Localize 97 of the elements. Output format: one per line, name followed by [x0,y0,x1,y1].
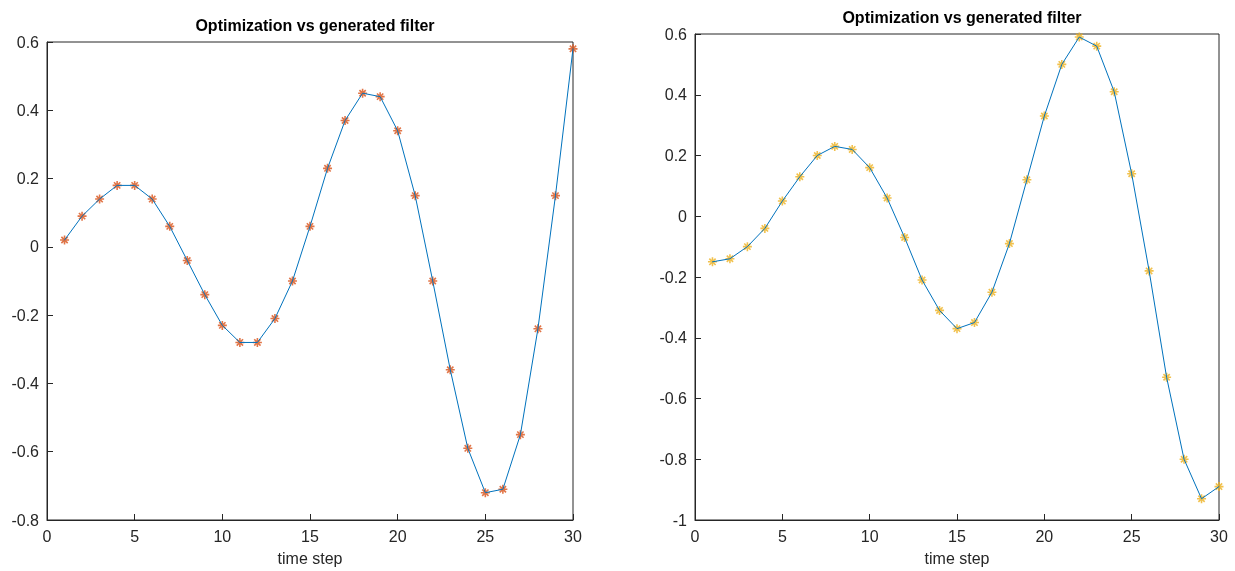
y-tick-label: -0.2 [11,306,40,324]
point [1213,481,1225,492]
point [94,193,105,205]
point [322,163,333,174]
chart-title: Optimization vs generated filter [842,8,1082,26]
x-axis-title: time step [277,549,343,567]
x-tick-label: 0 [42,527,52,545]
x-tick-label: 5 [777,527,787,545]
point [1056,59,1068,70]
point [287,275,298,287]
point [199,289,211,300]
point [707,256,718,268]
point [916,274,928,286]
point [59,234,70,246]
x-tick-label: 20 [1035,527,1054,545]
point [374,91,386,102]
x-tick-label: 20 [388,527,407,545]
point [181,255,193,266]
point [146,193,158,205]
x-tick-label: 10 [213,527,232,545]
y-tick-label: 0.4 [664,86,688,104]
point [1039,110,1050,122]
point [1004,238,1015,249]
point [759,223,771,234]
y-tick-label: -0.2 [659,268,688,286]
point [515,429,526,440]
y-tick-label: -0.6 [11,443,40,461]
x-tick-label: 5 [130,527,140,545]
y-tick-label: 0.6 [16,33,40,51]
point [777,195,788,207]
y-tick-label: -0.4 [659,329,688,347]
point [427,275,439,287]
y-tick-label: 0.4 [16,101,40,119]
y-tick-label: -0.6 [659,390,688,407]
point [1108,86,1120,98]
y-tick-label: 0.2 [664,147,688,164]
x-axis-title: time step [924,549,990,567]
y-tick-label: 0 [678,207,688,225]
point [1126,168,1137,180]
y-tick-label: 0.6 [664,25,688,43]
point [794,171,806,183]
point [986,286,998,298]
y-tick-label: -1 [672,511,688,529]
line-series [64,48,574,494]
point [357,87,368,99]
x-tick-label: 15 [301,527,319,545]
x-tick-label: 25 [476,527,495,545]
point [1091,40,1103,52]
point [1161,371,1172,383]
point [811,150,823,161]
point [217,320,228,331]
point [234,337,246,348]
point [444,364,456,376]
point [392,125,403,137]
point [899,232,910,243]
point [304,221,316,232]
point [951,323,963,334]
point [864,162,875,173]
point [567,43,579,55]
x-tick-label: 25 [1122,527,1141,545]
point [724,253,736,265]
point [969,317,980,328]
point [1143,265,1155,277]
y-tick-label: -0.8 [11,511,40,529]
point [409,190,421,201]
point [829,141,841,152]
point [129,180,140,191]
point [1073,31,1085,43]
point [252,337,263,348]
point [1021,174,1033,186]
x-tick-label: 10 [860,527,879,545]
y-tick-label: -0.4 [11,374,40,392]
point [269,313,281,324]
point [480,487,491,498]
point [532,323,544,335]
point [881,192,893,204]
point [164,221,176,232]
y-tick-label: 0.2 [16,170,40,188]
line-series [711,36,1220,500]
y-tick-label: 0 [30,238,40,256]
x-tick-label: 30 [564,527,582,545]
point [1178,453,1190,465]
point [846,144,858,155]
point [497,483,509,495]
x-tick-label: 15 [948,527,966,545]
x-tick-label: 0 [690,527,700,545]
point [1196,493,1207,505]
point [111,180,123,191]
point [742,241,753,252]
point [76,210,88,222]
point [339,115,351,126]
x-tick-label: 30 [1210,527,1228,545]
point [550,190,561,201]
chart-title: Optimization vs generated filter [195,16,435,34]
point [934,305,945,316]
y-tick-label: -0.8 [659,450,688,468]
point [462,443,474,454]
